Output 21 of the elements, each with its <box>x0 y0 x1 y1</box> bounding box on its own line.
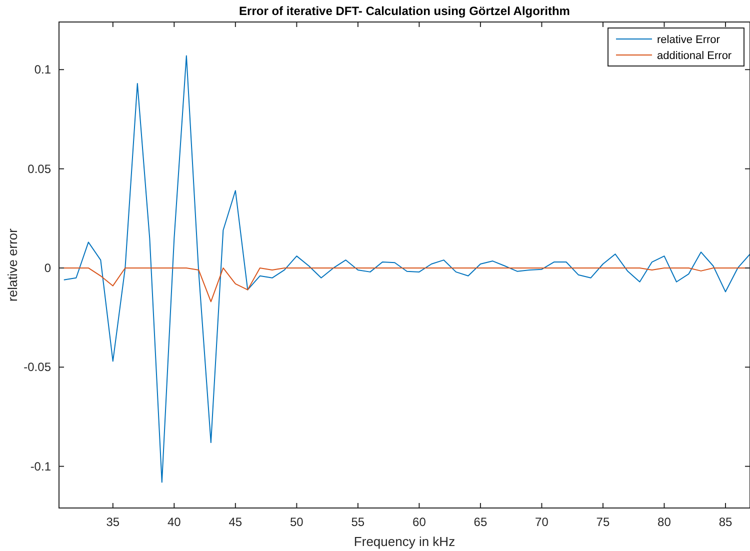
x-tick-label: 35 <box>106 515 120 529</box>
x-tick-label: 40 <box>167 515 182 529</box>
x-tick-label: 55 <box>351 515 365 529</box>
y-tick-label: 0.05 <box>28 162 52 176</box>
x-axis-title: Frequency in kHz <box>354 534 456 549</box>
y-tick-label: -0.05 <box>24 360 52 374</box>
chart-title: Error of iterative DFT- Calculation using Görtzel Algorithm <box>239 4 570 18</box>
x-tick-label: 45 <box>228 515 242 529</box>
y-tick-label: 0 <box>44 260 52 275</box>
x-tick-label: 65 <box>474 515 488 529</box>
legend-label: additional Error <box>657 50 732 62</box>
x-tick-label: 50 <box>290 515 304 529</box>
x-tick-label: 60 <box>412 515 426 529</box>
y-axis-title: relative error <box>5 228 20 302</box>
y-tick-label: -0.1 <box>30 459 52 474</box>
x-tick-label: 85 <box>718 515 732 529</box>
legend-label: relative Error <box>657 34 720 46</box>
x-tick-label: 80 <box>658 515 672 529</box>
x-tick-label: 75 <box>596 515 610 529</box>
y-tick-label: 0.1 <box>34 62 52 77</box>
x-tick-label: 70 <box>535 515 549 529</box>
